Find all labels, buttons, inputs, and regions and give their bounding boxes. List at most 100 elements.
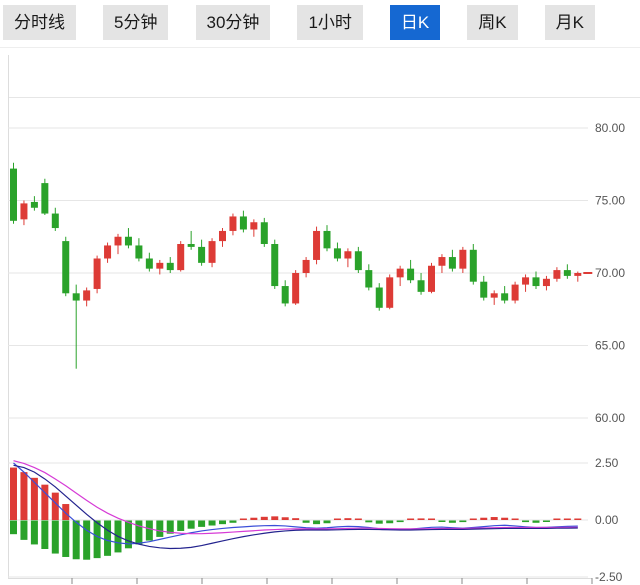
candle — [522, 274, 530, 292]
macd-bar-positive — [480, 517, 488, 520]
tab-1hour[interactable]: 1小时 — [297, 5, 363, 40]
candle — [145, 252, 153, 272]
candle — [30, 196, 38, 211]
macd-bar-negative — [302, 520, 310, 523]
candle — [344, 248, 352, 268]
macd-bar-positive — [281, 517, 289, 520]
macd-bar-negative — [229, 520, 237, 523]
macd-bar-negative — [396, 520, 404, 523]
candle — [51, 207, 59, 231]
macd-bar-negative — [542, 520, 550, 522]
candle — [333, 242, 341, 262]
candle — [375, 283, 383, 311]
candle — [10, 162, 17, 224]
macd-bar-negative — [135, 520, 143, 545]
macd-bar-negative — [375, 520, 383, 524]
candle — [480, 275, 488, 301]
tab-weekly-k[interactable]: 周K — [467, 5, 518, 40]
macd-bar-positive — [501, 517, 509, 520]
macd-bar-positive — [354, 518, 362, 520]
candle — [72, 284, 80, 369]
candle — [135, 238, 143, 262]
macd-bar-negative — [145, 520, 153, 541]
macd-bar-negative — [104, 520, 112, 556]
macd-bar-positive — [563, 518, 571, 520]
candle — [292, 270, 300, 305]
macd-bar-negative — [386, 520, 394, 524]
candle — [198, 239, 206, 266]
axis-labels: 80.00 75.00 70.00 65.00 60.00 2.50 0.00 -2.50 — [595, 121, 625, 584]
candle — [501, 286, 509, 304]
macd-bar-positive — [260, 516, 268, 520]
macd-bar-negative — [62, 520, 70, 557]
tab-30min[interactable]: 30分钟 — [195, 5, 271, 40]
macd-bar-positive — [20, 472, 28, 520]
macd-bar-positive — [407, 518, 415, 520]
candle — [354, 246, 362, 273]
candle — [490, 290, 498, 305]
macd-bar-negative — [522, 520, 530, 523]
macd-bar-positive — [469, 518, 477, 520]
macd-bar-positive — [553, 518, 561, 520]
price-axis-label: 80.00 — [595, 121, 625, 135]
macd-axis-label: 0.00 — [595, 513, 619, 527]
candle — [41, 178, 49, 215]
macd-axis-label: 2.50 — [595, 456, 619, 470]
candle — [459, 246, 467, 273]
macd-bar-negative — [323, 520, 331, 524]
candle — [83, 287, 91, 307]
candle — [511, 281, 519, 304]
macd-bar-negative — [459, 520, 467, 523]
macd-bar-positive — [344, 518, 352, 520]
tab-timeline[interactable]: 分时线 — [3, 5, 76, 40]
tab-5min[interactable]: 5分钟 — [103, 5, 169, 40]
macd-bar-positive — [271, 516, 279, 520]
candle — [313, 226, 321, 265]
macd-bar-negative — [177, 520, 185, 531]
period-tabs: 分时线 5分钟 30分钟 1小时 日K 周K 月K — [3, 5, 595, 40]
macd-bar-negative — [313, 520, 321, 525]
candle — [250, 219, 258, 237]
candle — [281, 280, 289, 307]
tab-daily-k[interactable]: 日K — [389, 5, 441, 40]
candle — [407, 259, 415, 284]
macd-bar-positive — [41, 484, 49, 520]
macd-bar-negative — [20, 520, 28, 540]
macd-bar-negative — [198, 520, 206, 527]
macd-bar-positive — [490, 517, 498, 520]
macd-bar-negative — [187, 520, 195, 529]
candle — [156, 259, 164, 275]
macd-bar-negative — [532, 520, 540, 523]
macd-bar-negative — [72, 520, 80, 560]
macd-lines — [13, 460, 578, 550]
candle — [187, 230, 195, 250]
macd-bar-positive — [239, 518, 247, 520]
candle — [365, 264, 373, 291]
candle — [396, 265, 404, 287]
candle — [469, 244, 477, 285]
macd-bar-negative — [51, 520, 59, 554]
macd-bar-positive — [292, 518, 300, 520]
macd-histogram — [10, 467, 582, 560]
candle — [208, 238, 216, 268]
macd-line-dif — [13, 462, 578, 545]
candle — [104, 242, 112, 263]
macd-bar-negative — [365, 520, 373, 523]
macd-bar-negative — [10, 520, 17, 535]
grid-lines — [0, 47, 640, 579]
macd-bar-positive — [62, 504, 70, 520]
tab-monthly-k[interactable]: 月K — [544, 5, 595, 40]
macd-bar-negative — [83, 520, 91, 560]
macd-line-dea — [13, 460, 578, 535]
candle — [542, 275, 550, 291]
candle — [386, 274, 394, 310]
candle — [239, 210, 247, 233]
candle — [20, 200, 28, 226]
candle — [563, 264, 571, 279]
macd-bar-negative — [219, 520, 226, 525]
macd-bar-negative — [208, 520, 216, 526]
candle — [229, 213, 237, 236]
macd-bar-negative — [41, 520, 49, 549]
